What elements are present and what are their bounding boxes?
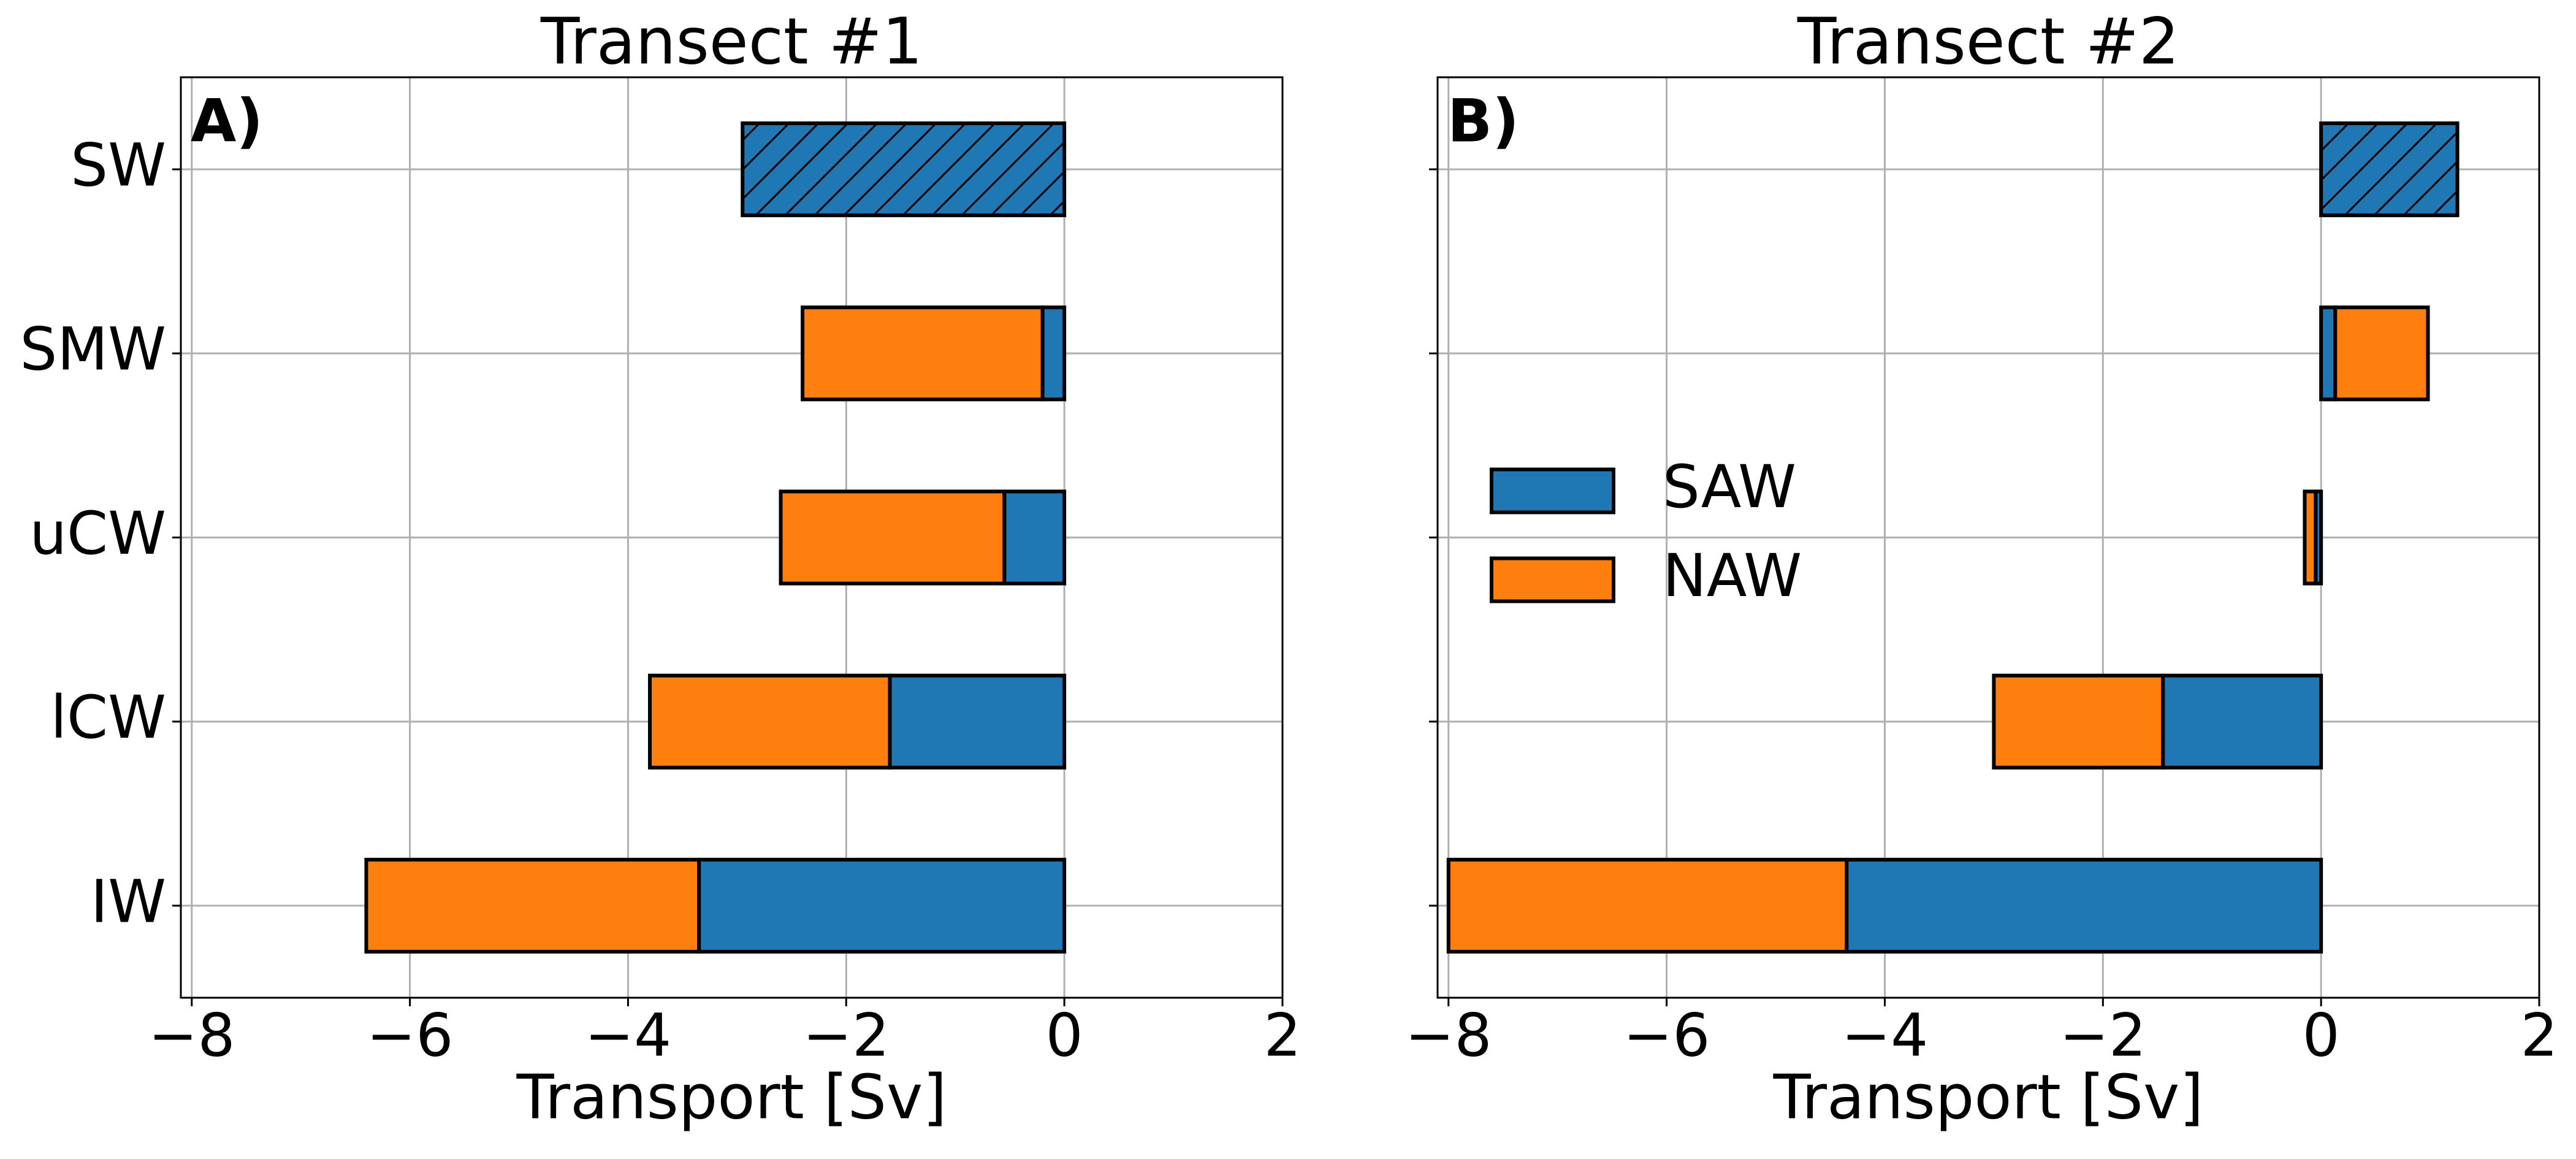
x-tick-label: −6 <box>1623 1001 1710 1069</box>
bar <box>1446 857 1849 954</box>
bar <box>2319 121 2460 218</box>
panel-annotation: A) <box>191 86 263 155</box>
chart-title: Transect #2 <box>1797 4 2179 78</box>
bar <box>1002 489 1067 586</box>
x-tick-label: 2 <box>2520 1001 2558 1069</box>
x-axis-label: Transport [Sv] <box>1773 1061 2204 1133</box>
bar <box>1992 673 2165 770</box>
x-tick-label: −8 <box>148 1001 235 1069</box>
y-tick-label: lCW <box>50 683 166 752</box>
x-tick-label: −2 <box>803 1001 890 1069</box>
bar <box>2161 673 2323 770</box>
x-tick-label: 0 <box>2303 1001 2340 1069</box>
panel-annotation: B) <box>1447 86 1519 155</box>
x-tick-label: −6 <box>367 1001 454 1069</box>
chart-title: Transect #1 <box>540 4 923 78</box>
plot-frame <box>180 76 1284 999</box>
bar <box>2319 305 2338 402</box>
bar <box>697 857 1067 954</box>
bar <box>364 857 701 954</box>
chart-panel: −8 −6 −4 −2 0 2 Transect #2 Transport [Sv] B) SAW… <box>1405 4 2558 1133</box>
bar <box>801 305 1045 402</box>
bar <box>2333 305 2430 402</box>
bar <box>648 673 892 770</box>
bar <box>1040 305 1067 402</box>
bar <box>779 489 1007 586</box>
legend-label: SAW <box>1663 453 1796 521</box>
x-axis-label: Transport [Sv] <box>516 1061 947 1133</box>
x-tick-label: −4 <box>585 1001 672 1069</box>
bar <box>888 673 1067 770</box>
plot-frame <box>1436 76 2540 999</box>
x-tick-label: 2 <box>1263 1001 1301 1069</box>
legend-label: NAW <box>1663 541 1802 610</box>
x-tick-label: −4 <box>1842 1001 1929 1069</box>
legend-swatch <box>1490 556 1615 603</box>
bar <box>2303 489 2318 586</box>
x-tick-label: −2 <box>2060 1001 2147 1069</box>
bar <box>1845 857 2323 954</box>
y-tick-label: uCW <box>29 499 166 568</box>
y-tick-label: SW <box>70 131 166 199</box>
x-tick-label: 0 <box>1046 1001 1083 1069</box>
legend-swatch <box>1490 467 1615 514</box>
y-tick-label: IW <box>91 867 166 936</box>
x-tick-label: −8 <box>1405 1001 1492 1069</box>
chart-panel: −8 −6 −4 −2 0 2 SW SMW uCW lCW IW Transect #1 Transp… <box>20 4 1301 1133</box>
y-tick-label: SMW <box>20 315 166 384</box>
bar <box>741 121 1067 218</box>
